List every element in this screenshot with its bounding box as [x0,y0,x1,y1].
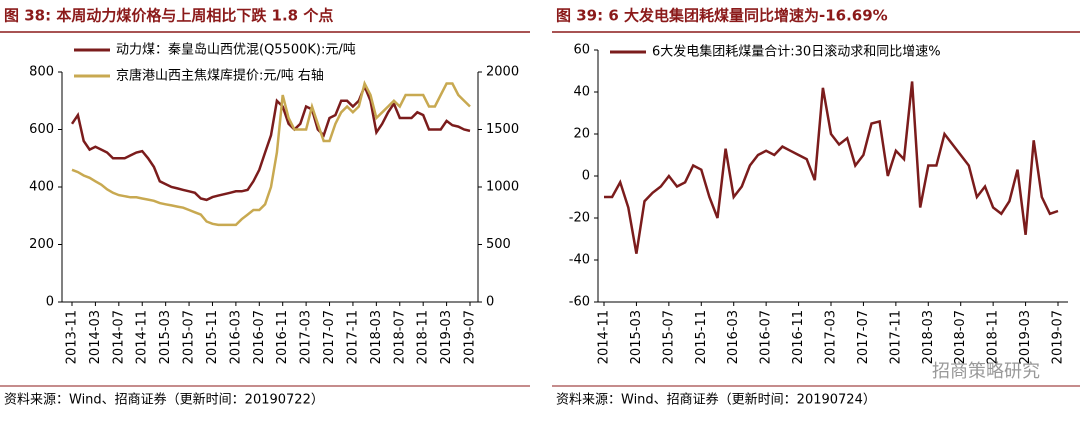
x-tick-label: 2014-07 [111,310,126,364]
series-line [604,81,1059,254]
y-tick-label: 40 [573,85,590,100]
x-tick-label: 2015-03 [158,310,173,364]
y-tick-label: 200 [29,237,54,252]
x-tick-label: 2019-07 [1051,310,1066,364]
y2-tick-label: 2000 [486,65,519,80]
x-tick-label: 2017-11 [345,310,360,364]
y-tick-label: 400 [29,180,54,195]
x-tick-label: 2018-11 [416,310,431,364]
y-tick-label: -60 [569,295,590,310]
x-tick-label: 2018-03 [369,310,384,364]
y-tick-label: 60 [573,43,590,58]
x-tick-label: 2017-03 [299,310,314,364]
x-tick-label: 2019-03 [439,310,454,364]
x-tick-label: 2019-03 [1018,310,1033,364]
y-tick-label: 0 [46,295,54,310]
y-tick-label: 0 [582,169,590,184]
x-tick-label: 2016-11 [791,310,806,364]
legend-label: 6大发电集团耗煤量合计:30日滚动求和同比增速% [652,44,941,60]
x-tick-label: 2013-11 [65,310,80,364]
y-tick-label: 600 [29,122,54,137]
x-tick-label: 2015-07 [182,310,197,364]
y-tick-label: -20 [569,211,590,226]
x-tick-label: 2015-11 [694,310,709,364]
x-tick-label: 2016-03 [228,310,243,364]
x-tick-label: 2016-11 [275,310,290,364]
chart-title: 图 38: 本周动力煤价格与上周相比下跌 1.8 个点 [4,7,333,25]
x-tick-label: 2018-07 [392,310,407,364]
x-tick-label: 2014-11 [135,310,150,364]
series-line [70,83,471,202]
y-tick-label: -40 [569,253,590,268]
legend-label: 动力煤：秦皇岛山西优混(Q5500K):元/吨 [116,42,356,58]
y2-tick-label: 1000 [486,180,519,195]
x-tick-label: 2015-07 [661,310,676,364]
x-tick-label: 2014-03 [88,310,103,364]
y-tick-label: 20 [573,127,590,142]
x-tick-label: 2017-07 [856,310,871,364]
x-tick-label: 2016-07 [252,310,267,364]
legend-label: 京唐港山西主焦煤库提价:元/吨 右轴 [116,68,324,84]
y-tick-label: 800 [29,65,54,80]
x-tick-label: 2017-11 [888,310,903,364]
x-tick-label: 2015-11 [205,310,220,364]
x-tick-label: 2019-07 [463,310,478,364]
source: 资料来源：Wind、招商证券（更新时间：20190722） [4,392,324,408]
x-tick-label: 2017-07 [322,310,337,364]
x-tick-label: 2018-07 [953,310,968,364]
x-tick-label: 2016-03 [726,310,741,364]
series-line [71,79,471,227]
x-tick-label: 2014-11 [597,310,612,364]
x-tick-label: 2018-11 [986,310,1001,364]
watermark: 招商策略研究 [932,361,1040,382]
x-tick-label: 2018-03 [921,310,936,364]
chart-title: 图 39: 6 大发电集团耗煤量同比增速为-16.69% [556,7,888,25]
y2-tick-label: 0 [486,295,494,310]
source: 资料来源：Wind、招商证券（更新时间：20190724） [556,392,876,408]
x-tick-label: 2016-07 [759,310,774,364]
y2-tick-label: 1500 [486,122,519,137]
x-tick-label: 2015-03 [629,310,644,364]
x-tick-label: 2017-03 [824,310,839,364]
y2-tick-label: 500 [486,237,511,252]
